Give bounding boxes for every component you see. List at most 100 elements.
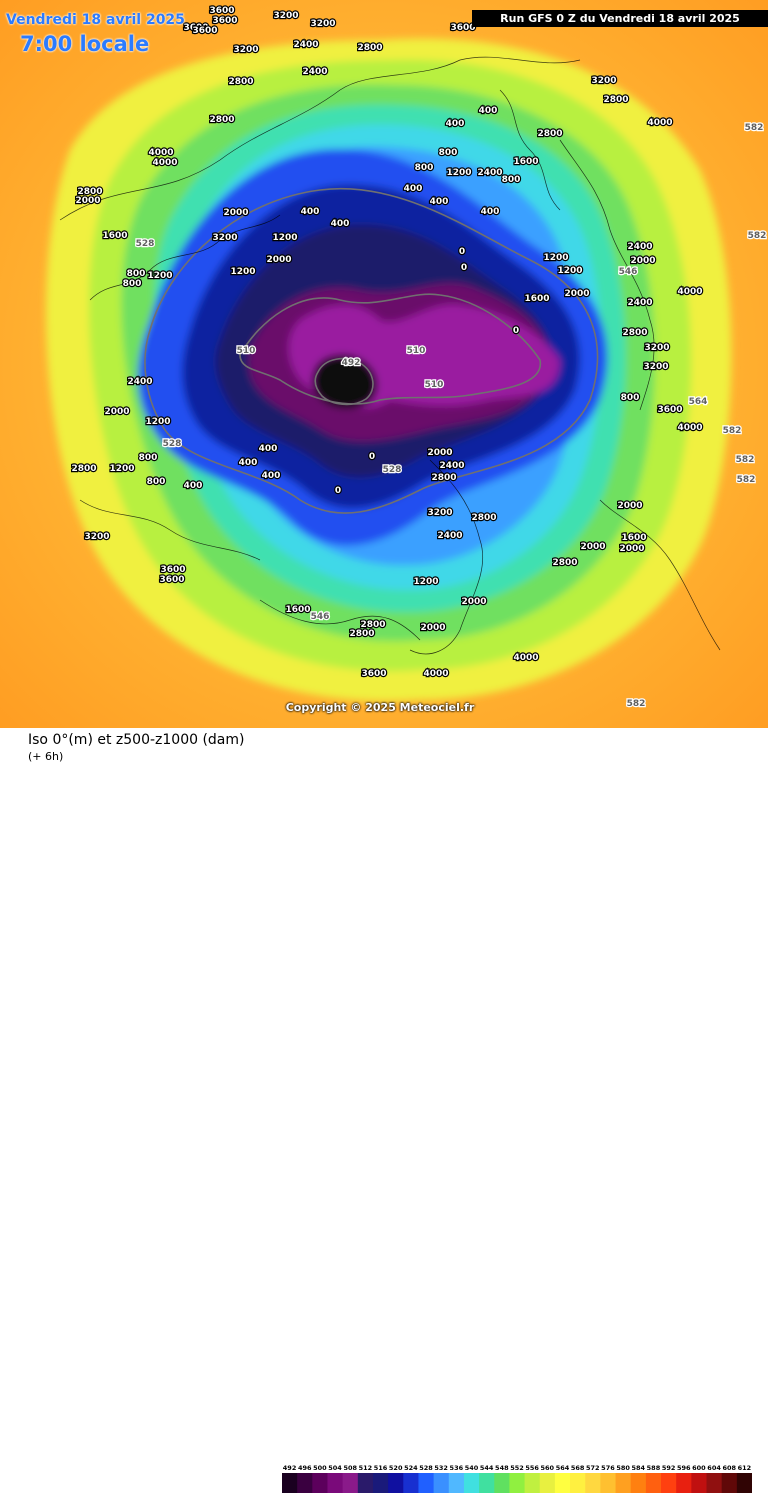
- iso-label: 2800: [552, 558, 577, 568]
- scale-swatch: [342, 1473, 359, 1493]
- contour-492: [314, 357, 374, 406]
- geopotential-label: 582: [745, 123, 764, 133]
- scale-tick-label: 572: [586, 1464, 600, 1472]
- scale-tick-label: 564: [556, 1464, 570, 1472]
- scale-swatch: [388, 1473, 404, 1493]
- iso-label: 3200: [591, 76, 616, 86]
- geopotential-label: 510: [425, 380, 444, 390]
- geopotential-label: 510: [407, 346, 426, 356]
- iso-label: 400: [481, 207, 500, 217]
- scale-tick-label: 588: [647, 1464, 661, 1472]
- iso-label: 3600: [183, 23, 208, 33]
- iso-label: 3200: [212, 233, 237, 243]
- scale-tick-label: 596: [677, 1464, 691, 1472]
- scale-swatch: [463, 1473, 480, 1493]
- iso-label: 2000: [564, 289, 589, 299]
- iso-label: 1200: [145, 417, 170, 427]
- iso-label: 2000: [266, 255, 291, 265]
- iso-label: 2800: [71, 464, 96, 474]
- scale-tick-label: 604: [707, 1464, 721, 1472]
- iso-label: 3200: [643, 362, 668, 372]
- iso-label: 1200: [147, 271, 172, 281]
- iso-label: 2000: [75, 196, 100, 206]
- iso-label: 4000: [152, 158, 177, 168]
- iso-label: 1600: [513, 157, 538, 167]
- iso-label: 2800: [537, 129, 562, 139]
- iso-label: 3600: [212, 16, 237, 26]
- iso-label: 2400: [437, 531, 462, 541]
- geopotential-label: 546: [311, 612, 330, 622]
- iso-label: 3600: [450, 23, 475, 33]
- iso-label: 2800: [357, 43, 382, 53]
- geopotential-labels: 492 510 510 510 528 528 528 546 546 564 582 582 582 5…: [134, 122, 767, 710]
- iso-label: 1200: [109, 464, 134, 474]
- iso-label: 3200: [427, 508, 452, 518]
- scale-swatch: [433, 1473, 450, 1493]
- iso-label: 2800: [349, 629, 374, 639]
- iso-label: 400: [184, 481, 203, 491]
- iso-label: 400: [446, 119, 465, 129]
- iso-label: 800: [139, 453, 158, 463]
- iso-bands: [45, 38, 732, 702]
- iso-label: 2800: [471, 513, 496, 523]
- iso-label: 4000: [513, 653, 538, 663]
- iso-label: 0: [513, 326, 519, 336]
- scale-tick-label: 500: [313, 1464, 327, 1472]
- iso-label: 400: [479, 106, 498, 116]
- iso-label: 3600: [192, 26, 217, 36]
- copyright: Copyright © 2025 Meteociel.fr: [285, 701, 475, 714]
- iso-label: 800: [439, 148, 458, 158]
- iso-label: 400: [404, 184, 423, 194]
- iso-label: 1200: [557, 266, 582, 276]
- forecast-map: 3600 3600 3600 3600 3200 3200 2400 3200 2800 3600…: [0, 0, 768, 728]
- iso-label: 1200: [543, 253, 568, 263]
- iso-label: 2400: [627, 242, 652, 252]
- scale-tick-label: 516: [374, 1464, 388, 1472]
- scale-swatch: [494, 1473, 510, 1493]
- scale-tick-label: 600: [692, 1464, 706, 1472]
- iso-label: 4000: [677, 423, 702, 433]
- iso-label: 800: [147, 477, 166, 487]
- iso-label: 2400: [127, 377, 152, 387]
- scale-tick-label: 552: [510, 1464, 524, 1472]
- scale-swatch: [509, 1473, 526, 1493]
- iso-label: 3200: [84, 532, 109, 542]
- iso-label: 3600: [159, 575, 184, 585]
- scale-swatch: [585, 1473, 601, 1493]
- scale-swatch: [630, 1473, 647, 1493]
- iso-label: 3600: [657, 405, 682, 415]
- scale-tick-label: 612: [738, 1464, 752, 1472]
- geopotential-label: 510: [237, 346, 256, 356]
- scale-tick-label: 560: [541, 1464, 555, 1472]
- iso-label: 400: [331, 219, 350, 229]
- color-scale: 492 496 500 504 508 512 516 520 524 528 532 536 540 5…: [282, 1464, 752, 1493]
- scale-tick-label: 508: [343, 1464, 357, 1472]
- iso-label: 3600: [160, 565, 185, 575]
- iso-label: 2400: [477, 168, 502, 178]
- scale-tick-label: 504: [328, 1464, 342, 1472]
- scale-tick-label: 528: [419, 1464, 433, 1472]
- iso-label: 800: [123, 279, 142, 289]
- scale-tick-label: 544: [480, 1464, 494, 1472]
- scale-tick-label: 556: [525, 1464, 539, 1472]
- iso-label: 0: [461, 263, 467, 273]
- iso-label: 1600: [102, 231, 127, 241]
- iso-label: 3200: [233, 45, 258, 55]
- coastlines: [59, 56, 721, 655]
- iso-label: 2800: [360, 620, 385, 630]
- iso-label: 2000: [104, 407, 129, 417]
- iso-label: 2000: [630, 256, 655, 266]
- iso-label: 400: [430, 197, 449, 207]
- chart-title: Iso 0°(m) et z500-z1000 (dam): [28, 732, 245, 748]
- scale-swatch: [600, 1473, 617, 1493]
- scale-swatch: [691, 1473, 708, 1493]
- scale-swatch: [403, 1473, 419, 1493]
- iso-label: 1600: [524, 294, 549, 304]
- iso-label: 2400: [293, 40, 318, 50]
- iso-label: 3200: [644, 343, 669, 353]
- geopotential-label: 582: [627, 699, 646, 709]
- scale-tick-label: 520: [389, 1464, 403, 1472]
- scale-tick-label: 540: [465, 1464, 479, 1472]
- iso-label: 2800: [622, 328, 647, 338]
- geopotential-label: 582: [737, 475, 756, 485]
